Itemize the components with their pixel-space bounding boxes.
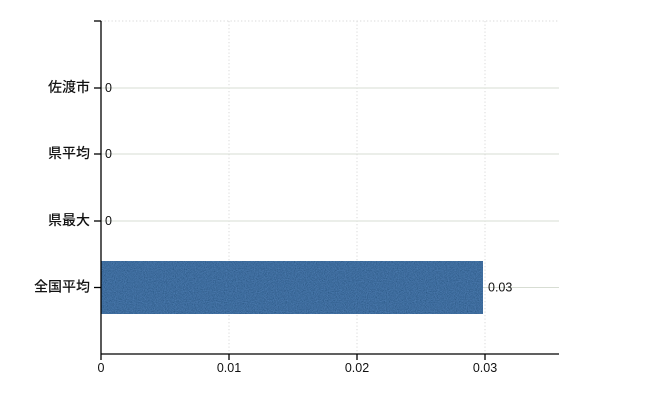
svg-text:0.02: 0.02 [345,361,369,375]
svg-text:全国平均: 全国平均 [34,277,90,297]
svg-text:0: 0 [105,214,112,228]
svg-text:0: 0 [105,81,112,95]
svg-text:0.03: 0.03 [473,361,497,375]
svg-text:0: 0 [105,147,112,161]
svg-text:0: 0 [98,361,105,375]
svg-text:県最大: 県最大 [48,210,90,230]
svg-text:佐渡市: 佐渡市 [48,77,90,97]
svg-text:県平均: 県平均 [48,143,90,163]
svg-text:0.03: 0.03 [488,281,512,295]
svg-text:0.01: 0.01 [217,361,241,375]
